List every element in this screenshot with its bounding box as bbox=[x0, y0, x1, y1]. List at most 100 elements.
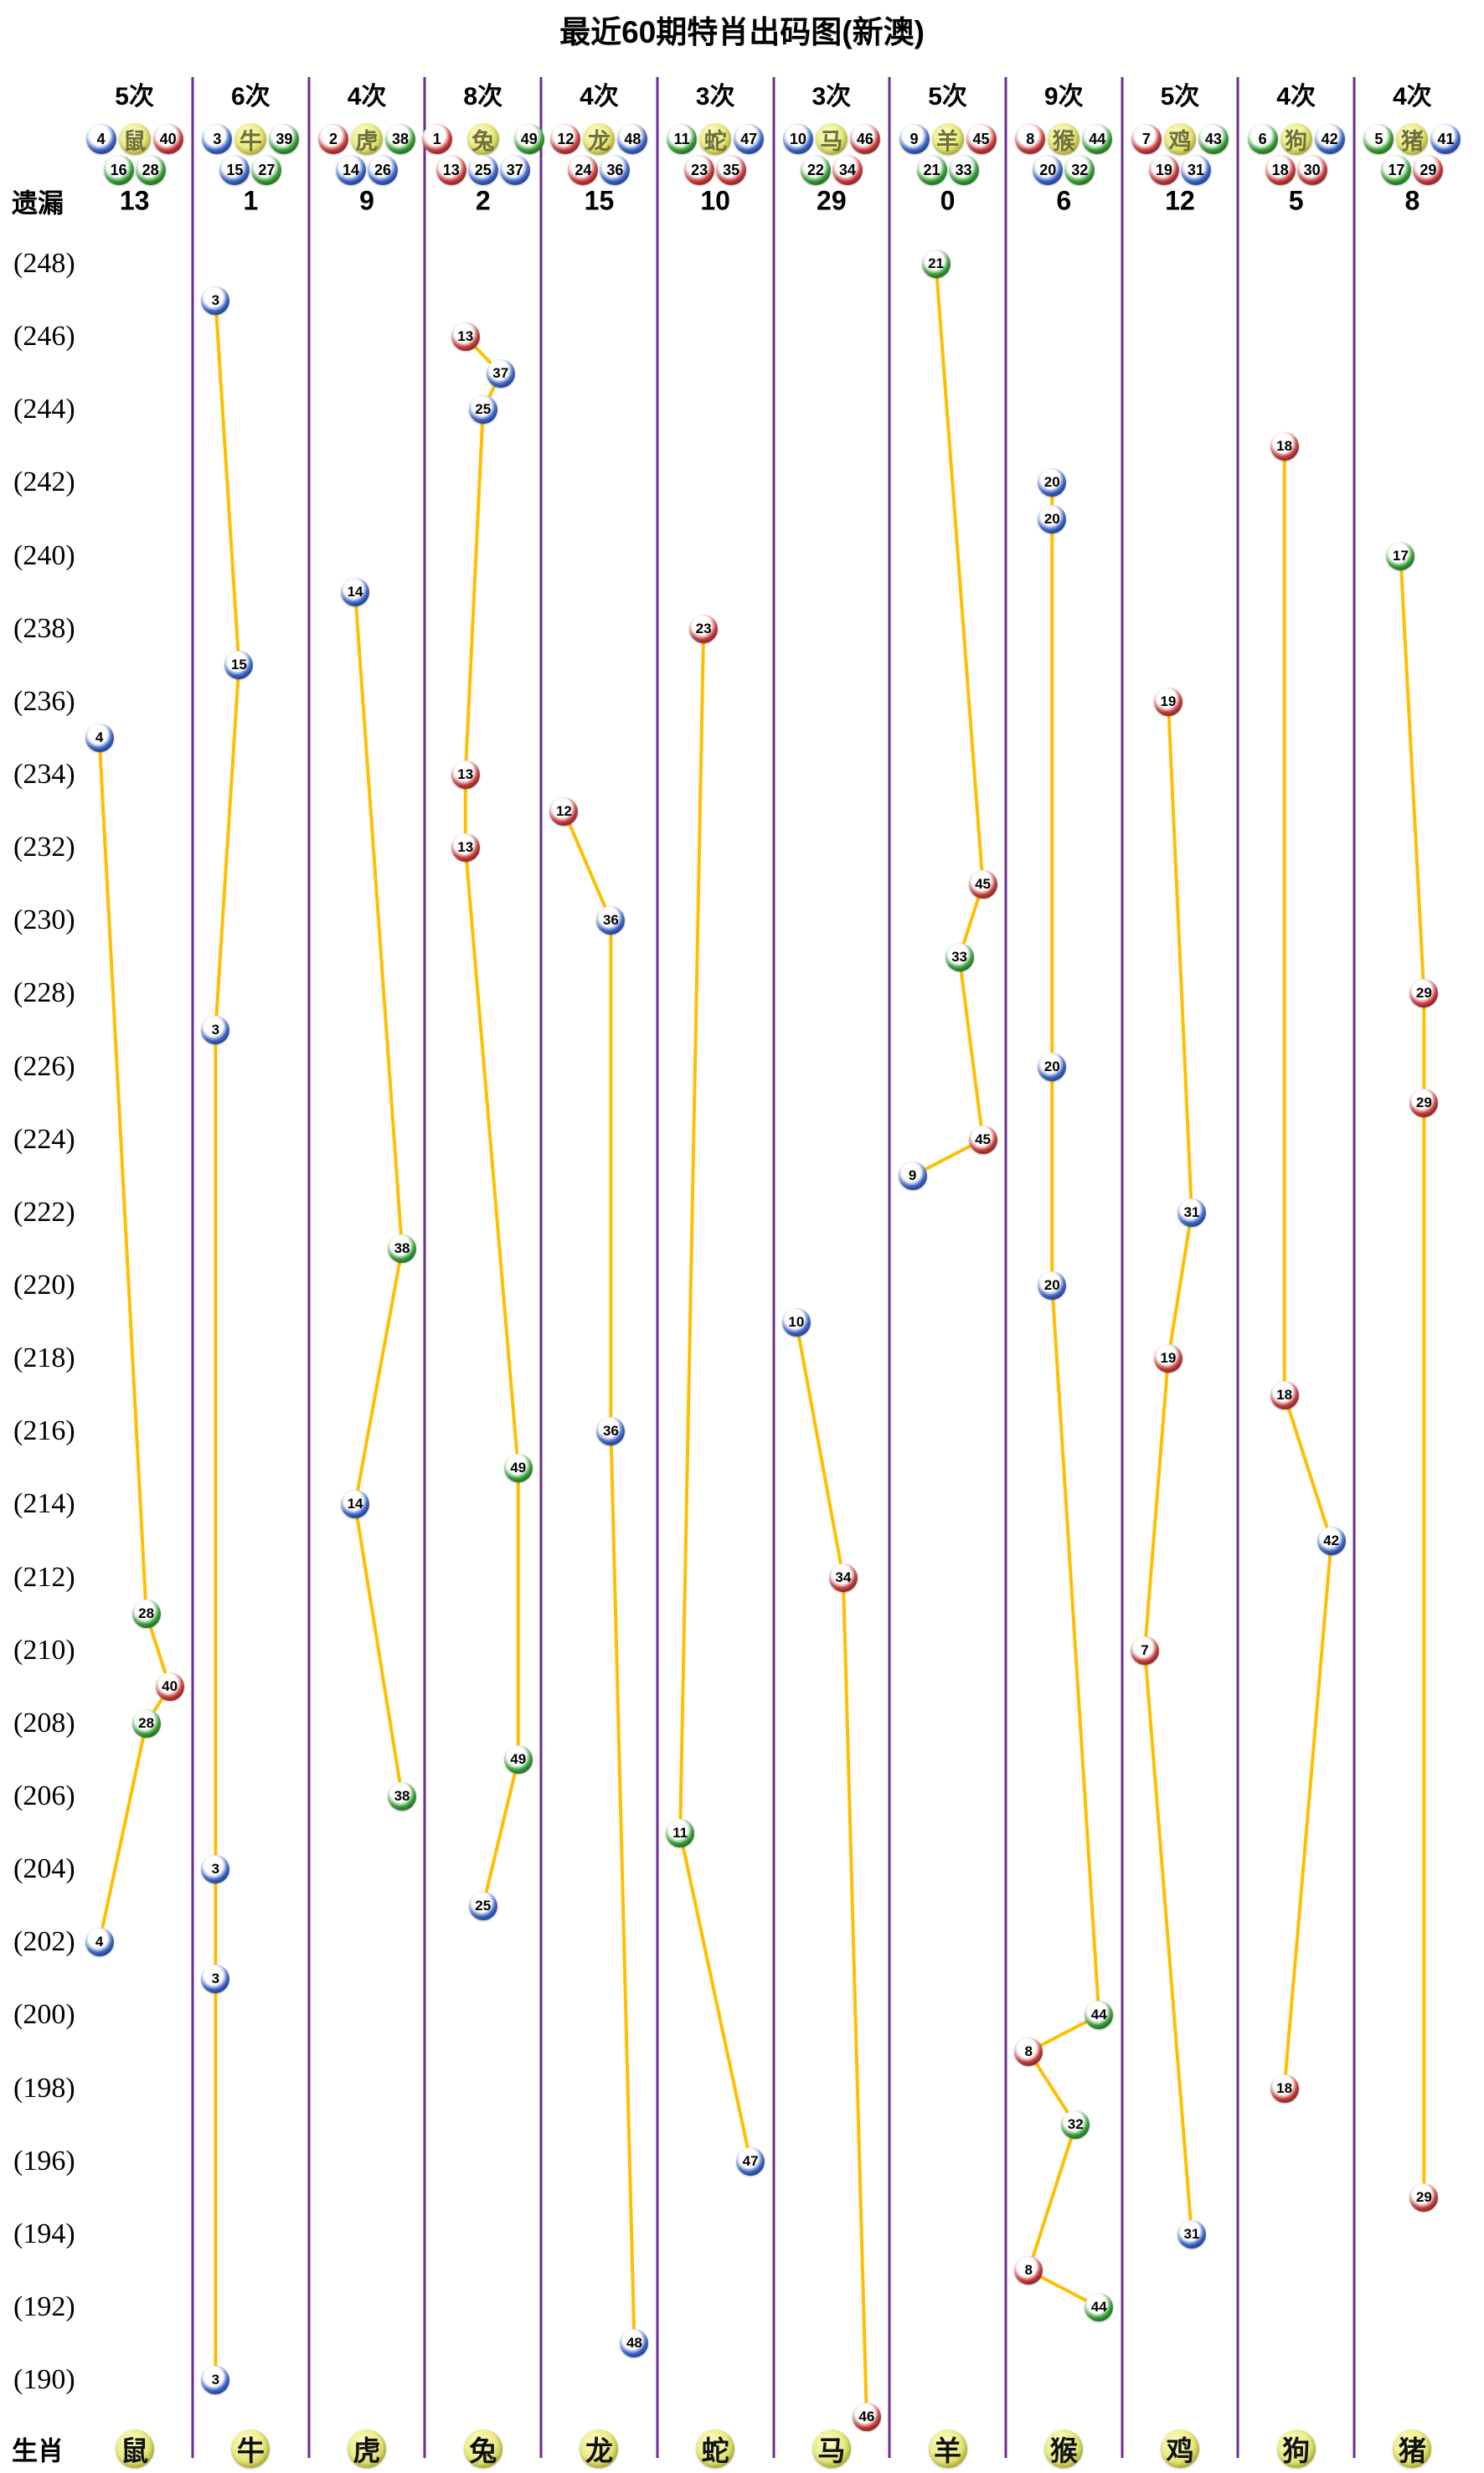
chart-ball: 23 bbox=[689, 614, 719, 643]
period-axis-label: (214) bbox=[13, 1488, 75, 1520]
bottom-zodiac-badge: 牛 bbox=[231, 2429, 271, 2468]
chart-ball: 33 bbox=[945, 942, 974, 971]
header-ball: 12 bbox=[550, 124, 581, 154]
period-axis-label: (204) bbox=[13, 1853, 75, 1885]
header-ball: 40 bbox=[152, 124, 183, 154]
column-count-label: 9次 bbox=[1043, 83, 1084, 111]
chart-ball: 32 bbox=[1061, 2110, 1090, 2140]
chart-ball: 28 bbox=[131, 1708, 161, 1738]
header-ball: 48 bbox=[617, 124, 648, 154]
column-count-label: 4次 bbox=[347, 83, 387, 111]
header-ball: 24 bbox=[568, 155, 599, 185]
miss-value: 6 bbox=[1056, 185, 1072, 216]
chart-ball: 8 bbox=[1014, 2256, 1043, 2285]
period-axis-label: (238) bbox=[13, 612, 75, 644]
header-ball: 23 bbox=[684, 155, 715, 185]
header-ball: 31 bbox=[1180, 155, 1211, 185]
chart-ball: 25 bbox=[468, 1891, 497, 1920]
chart-ball: 25 bbox=[468, 395, 497, 425]
chart-ball: 44 bbox=[1085, 2001, 1114, 2030]
header-ball: 18 bbox=[1265, 155, 1296, 185]
chart-ball: 37 bbox=[486, 358, 515, 388]
bottom-zodiac-badge: 蛇 bbox=[696, 2429, 735, 2468]
header-ball: 32 bbox=[1064, 155, 1095, 185]
chart-ball: 12 bbox=[549, 796, 579, 826]
chart-ball: 34 bbox=[828, 1563, 858, 1592]
header-ball: 2 bbox=[318, 124, 349, 154]
chart-ball: 47 bbox=[736, 2146, 765, 2176]
header-ball: 5 bbox=[1363, 124, 1394, 154]
chart-ball: 14 bbox=[341, 578, 370, 607]
column-separator bbox=[1353, 77, 1356, 2458]
bottom-zodiac-badge: 猴 bbox=[1044, 2429, 1084, 2468]
bottom-zodiac-badge: 龙 bbox=[580, 2429, 619, 2468]
header-ball: 29 bbox=[1413, 155, 1444, 185]
column-separator bbox=[1236, 77, 1239, 2458]
chart-ball: 4 bbox=[85, 1928, 114, 1957]
chart-ball: 3 bbox=[201, 286, 230, 315]
column-separator bbox=[307, 77, 311, 2458]
chart-ball: 48 bbox=[620, 2329, 649, 2358]
column-count-label: 4次 bbox=[1393, 83, 1432, 111]
chart-ball: 31 bbox=[1177, 2219, 1206, 2249]
chart-ball: 36 bbox=[596, 906, 626, 935]
header-ball: 45 bbox=[966, 124, 997, 154]
chart-ball: 45 bbox=[968, 1125, 997, 1154]
miss-value: 5 bbox=[1288, 185, 1304, 216]
chart-ball: 18 bbox=[1270, 431, 1299, 461]
miss-value: 10 bbox=[700, 185, 730, 216]
header-ball: 33 bbox=[948, 155, 979, 185]
chart-ball: 38 bbox=[388, 1234, 417, 1264]
header-ball: 36 bbox=[600, 155, 631, 185]
header-ball: 9 bbox=[899, 124, 930, 154]
header-ball: 3 bbox=[202, 124, 233, 154]
chart-ball: 40 bbox=[155, 1672, 184, 1702]
chart-ball: 46 bbox=[852, 2402, 881, 2431]
chart-ball: 29 bbox=[1409, 979, 1439, 1008]
trend-line bbox=[794, 1320, 868, 2419]
chart-title: 最近60期特肖出码图(新澳) bbox=[559, 15, 925, 49]
header-ball: 49 bbox=[513, 124, 544, 154]
chart-ball: 19 bbox=[1153, 1344, 1183, 1373]
column-separator bbox=[888, 77, 891, 2458]
miss-row-label: 遗漏 bbox=[12, 188, 64, 219]
chart-ball: 28 bbox=[131, 1600, 161, 1629]
chart-ball: 42 bbox=[1317, 1526, 1346, 1555]
chart-ball: 3 bbox=[201, 2366, 230, 2395]
column-separator bbox=[1121, 77, 1124, 2458]
header-ball: 16 bbox=[103, 155, 134, 185]
trend-line bbox=[1282, 444, 1333, 2090]
chart-ball: 45 bbox=[968, 869, 997, 899]
period-axis-label: (196) bbox=[13, 2145, 75, 2177]
header-ball: 6 bbox=[1247, 124, 1278, 154]
header-ball: 30 bbox=[1296, 155, 1327, 185]
miss-value: 0 bbox=[940, 185, 956, 216]
header-ball: 46 bbox=[849, 124, 880, 154]
chart-ball: 7 bbox=[1130, 1636, 1159, 1665]
column-count-label: 3次 bbox=[695, 83, 735, 111]
header-ball: 34 bbox=[832, 155, 863, 185]
chart-ball: 49 bbox=[503, 1745, 533, 1775]
period-axis-label: (248) bbox=[13, 248, 75, 279]
column-separator bbox=[539, 77, 543, 2458]
trend-line bbox=[1142, 699, 1193, 2236]
bottom-zodiac-badge: 马 bbox=[812, 2429, 851, 2468]
period-axis-label: (200) bbox=[13, 1999, 75, 2031]
chart-ball: 36 bbox=[596, 1417, 626, 1446]
trend-line bbox=[463, 335, 520, 1908]
chart-ball: 20 bbox=[1038, 1270, 1067, 1300]
miss-value: 2 bbox=[475, 185, 491, 216]
column-count-label: 5次 bbox=[928, 83, 967, 111]
header-ball: 8 bbox=[1015, 124, 1046, 154]
zodiac-row-label: 生肖 bbox=[12, 2436, 64, 2466]
period-axis-label: (220) bbox=[13, 1269, 75, 1301]
period-axis-label: (236) bbox=[13, 685, 75, 717]
header-zodiac-badge: 蛇 bbox=[699, 123, 732, 155]
column-separator bbox=[656, 77, 659, 2458]
column-count-label: 5次 bbox=[115, 83, 154, 111]
chart-ball: 49 bbox=[503, 1453, 533, 1482]
chart-ball: 3 bbox=[201, 1964, 230, 1993]
period-axis-label: (192) bbox=[13, 2290, 75, 2322]
header-ball: 20 bbox=[1033, 155, 1064, 185]
